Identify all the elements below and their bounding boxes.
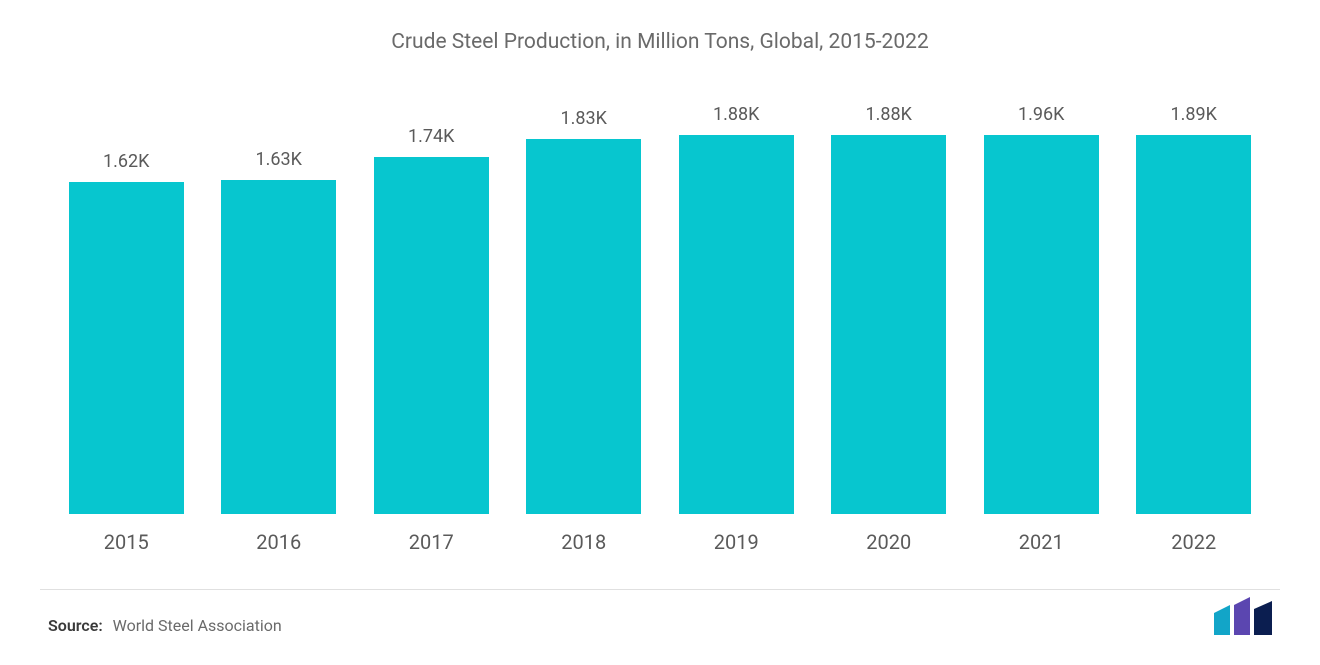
bar [374,157,489,514]
x-axis-label: 2018 [561,514,606,554]
source-prefix: Source: [48,616,103,635]
bar-group: 1.96K 2021 [971,94,1112,554]
bar-group: 1.89K 2022 [1124,94,1265,554]
bar [679,135,794,514]
x-axis-label: 2021 [1019,514,1064,554]
bar-wrap: 1.62K [56,104,197,514]
bar-wrap: 1.88K [666,104,807,514]
footer-divider [40,589,1280,590]
bar-group: 1.88K 2019 [666,94,807,554]
x-axis-label: 2019 [714,514,759,554]
bar-group: 1.63K 2016 [209,94,350,554]
bar-wrap: 1.63K [209,104,350,514]
bar-value-label: 1.62K [103,151,149,172]
bar-wrap: 1.74K [361,104,502,514]
logo-bar-2 [1234,597,1250,635]
bar [526,139,641,514]
bar [221,180,336,514]
x-axis-label: 2016 [256,514,301,554]
x-axis-label: 2020 [866,514,911,554]
brand-logo-svg [1214,597,1272,635]
source-attribution: Source: World Steel Association [48,616,282,635]
x-axis-label: 2015 [104,514,149,554]
logo-bar-3 [1254,601,1272,635]
bar-wrap: 1.83K [514,104,655,514]
chart-title: Crude Steel Production, in Million Tons,… [40,20,1280,94]
bar-value-label: 1.88K [866,104,912,125]
bar-value-label: 1.96K [1018,104,1064,125]
source-text: World Steel Association [113,616,282,635]
bar-group: 1.88K 2020 [819,94,960,554]
x-axis-label: 2022 [1171,514,1216,554]
chart-footer: Source: World Steel Association [48,597,1272,635]
bar-wrap: 1.89K [1124,104,1265,514]
bar-group: 1.83K 2018 [514,94,655,554]
brand-logo [1214,597,1272,635]
bar [69,182,184,514]
bar-wrap: 1.96K [971,104,1112,514]
bar-value-label: 1.89K [1171,104,1217,125]
bar [984,135,1099,514]
logo-bar-1 [1214,605,1230,635]
bar-group: 1.62K 2015 [56,94,197,554]
bar-value-label: 1.74K [408,126,454,147]
bar-value-label: 1.63K [256,149,302,170]
bar [1136,135,1251,514]
x-axis-label: 2017 [409,514,454,554]
chart-plot-area: 1.62K 2015 1.63K 2016 1.74K 2017 1.83K 2018 1.88… [40,94,1280,554]
bar-value-label: 1.88K [713,104,759,125]
bar-group: 1.74K 2017 [361,94,502,554]
bar-value-label: 1.83K [561,108,607,129]
bar [831,135,946,514]
chart-container: Crude Steel Production, in Million Tons,… [0,0,1320,665]
bar-wrap: 1.88K [819,104,960,514]
